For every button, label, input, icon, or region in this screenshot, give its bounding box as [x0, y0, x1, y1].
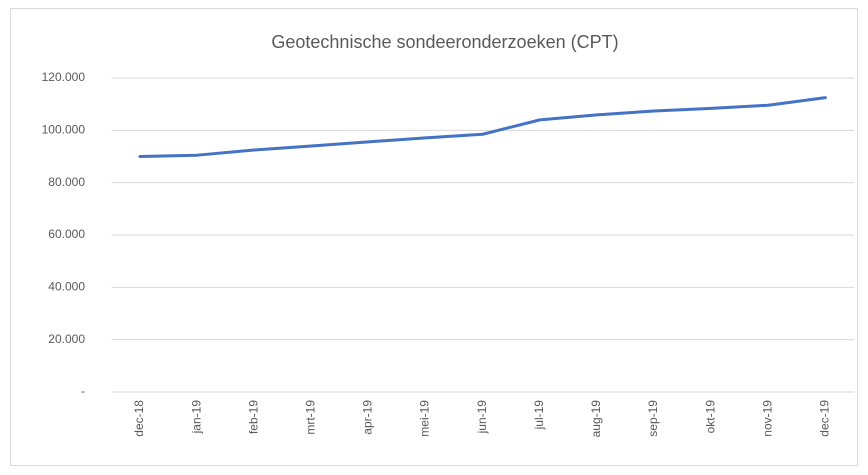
x-tick-label: apr-19 — [361, 400, 375, 435]
y-tick-label: 60.000 — [48, 227, 85, 241]
y-tick-label: - — [81, 384, 85, 398]
y-tick-label: 120.000 — [42, 70, 86, 84]
y-tick-label: 20.000 — [48, 332, 85, 346]
x-tick-label: sep-19 — [646, 400, 660, 437]
y-tick-label: 100.000 — [42, 123, 86, 137]
x-tick-label: dec-18 — [132, 400, 146, 437]
x-tick-label: mei-19 — [418, 400, 432, 437]
y-tick-label: 80.000 — [48, 175, 85, 189]
x-tick-label: jan-19 — [189, 400, 203, 435]
x-tick-label: jun-19 — [475, 400, 489, 435]
x-tick-label: dec-19 — [818, 400, 832, 437]
x-tick-label: mrt-19 — [304, 400, 318, 435]
x-tick-label: feb-19 — [246, 400, 260, 434]
x-tick-label: jul-19 — [532, 400, 546, 431]
x-tick-label: okt-19 — [703, 400, 717, 434]
chart-frame — [10, 8, 858, 466]
x-tick-label: nov-19 — [760, 400, 774, 437]
line-series — [138, 96, 827, 158]
x-tick-label: aug-19 — [589, 400, 603, 438]
y-tick-label: 40.000 — [48, 280, 85, 294]
chart-title: Geotechnische sondeeronderzoeken (CPT) — [271, 32, 618, 52]
